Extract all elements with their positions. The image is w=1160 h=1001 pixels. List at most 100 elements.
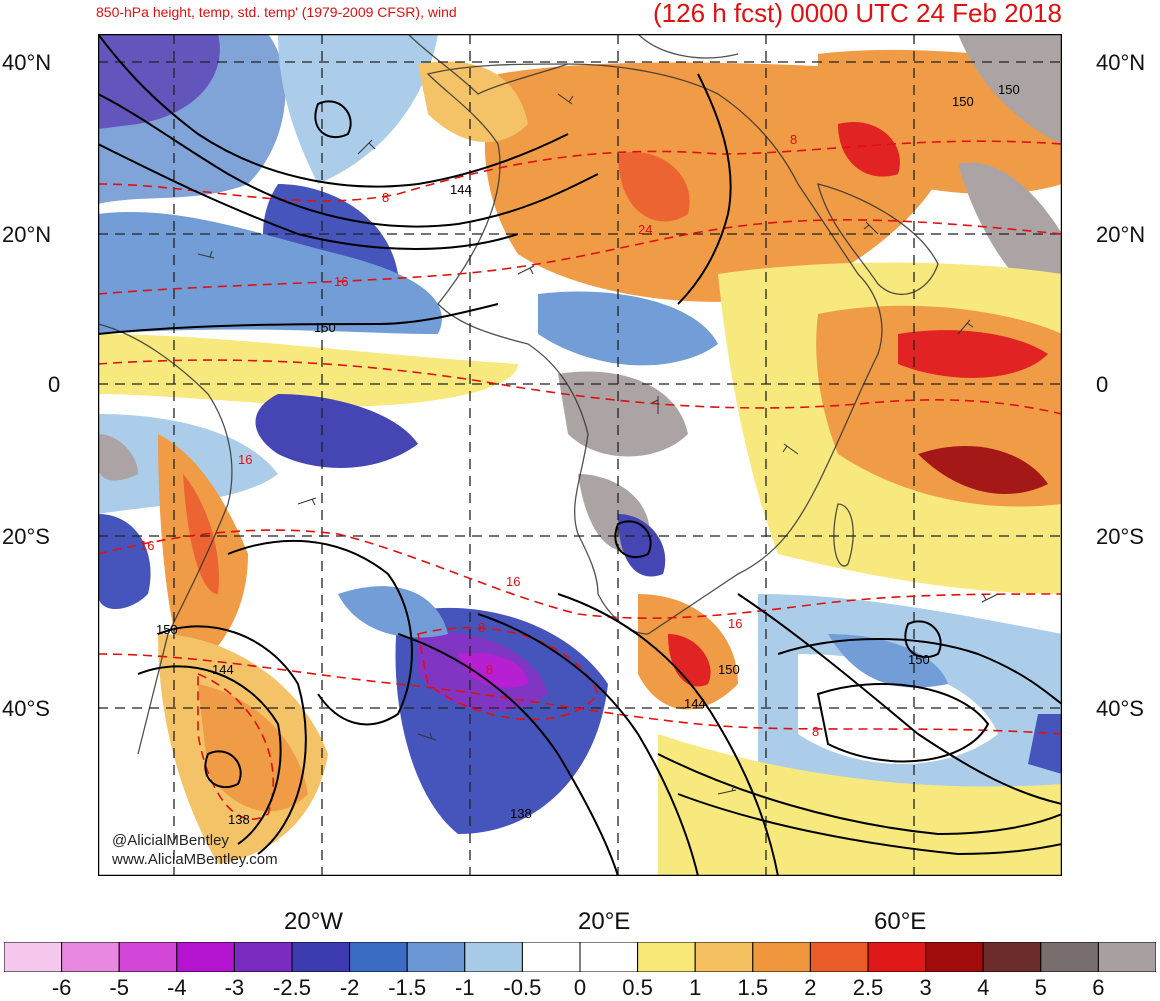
wind-barb — [357, 139, 376, 155]
anomaly-gray-centralafrica — [558, 371, 688, 457]
lat-label-right-0: 0 — [1096, 372, 1109, 397]
colorbar-swatch — [982, 942, 1042, 972]
height-contour-sio-2 — [777, 638, 1062, 705]
colorbar-tick-label: 4 — [977, 975, 990, 1000]
anomaly-red-mideast — [838, 122, 900, 177]
colorbar-tick-label: -2.5 — [273, 975, 311, 1000]
height-contour-sio-1 — [737, 593, 1062, 805]
anomaly-purple-nw — [98, 34, 220, 129]
temp-label-24-sahara: 24 — [638, 222, 652, 237]
lat-label-left-40s: 40°S — [2, 696, 50, 721]
height-contour-northeast — [677, 73, 732, 305]
colorbar-tick-label: -5 — [109, 975, 129, 1000]
height-contour-sa-2 — [157, 625, 307, 855]
arabian-peninsula — [817, 183, 939, 295]
height-label-150-trop: 150 — [314, 320, 336, 335]
temp-contour-southcenter-loop — [417, 626, 599, 721]
credit-twitter: @AlicialMBentley — [112, 832, 229, 849]
lat-label-right-40s: 40°S — [1096, 696, 1144, 721]
temp-contour-16-south — [98, 529, 1062, 619]
height-contour-nw-2 — [98, 143, 519, 250]
temp-label-8-southcenter: 8 — [478, 620, 485, 635]
weather-map: 144 150 150 144 138 150 144 150 138 150 … — [98, 34, 1062, 876]
height-contour-madagascar-loop — [904, 620, 942, 659]
wind-barb — [717, 784, 737, 795]
temp-label-16-nw: 16 — [334, 274, 348, 289]
height-contour-nw-3 — [98, 34, 569, 188]
anomaly-blue-south-ext — [338, 586, 448, 638]
height-contour-africa — [614, 520, 652, 559]
height-labels: 144 150 150 144 138 150 144 150 138 150 … — [156, 82, 1020, 827]
height-contour-sa-3 — [137, 665, 282, 845]
temp-contour-8-north — [98, 140, 1062, 202]
height-label-150-sw: 150 — [156, 622, 178, 637]
height-label-150-sio: 150 — [908, 652, 930, 667]
wind-barb — [863, 221, 879, 235]
colorbar-tick-label: -1.5 — [388, 975, 427, 1000]
temp-label-8-southcenter-2: 8 — [486, 662, 493, 677]
anomaly-blue-tropatl — [98, 212, 442, 334]
lon-label-20w: 20°W — [284, 908, 343, 935]
wind-barb — [557, 93, 574, 105]
anomaly-red-sahara — [618, 152, 690, 222]
lat-label-left-0: 0 — [48, 372, 61, 397]
title-left: 850-hPa height, temp, std. temp' (1979-2… — [96, 4, 457, 20]
wind-barb — [197, 250, 215, 259]
colorbar-swatch — [579, 942, 639, 972]
temp-contour-8-south — [98, 653, 1062, 735]
temp-label-8-north: 8 — [382, 190, 389, 205]
colorbar-swatch — [925, 942, 984, 972]
height-label-144-north: 144 — [450, 182, 472, 197]
coastlines — [98, 34, 939, 755]
height-contour-south-2 — [477, 613, 699, 876]
lon-label-20e: 20°E — [578, 908, 631, 935]
anomaly-orange-sw — [198, 684, 308, 812]
colorbar-swatch — [694, 942, 754, 972]
colorbar-swatch — [867, 942, 927, 972]
anomaly-magenta-south — [458, 653, 528, 688]
height-label-150-ne-2: 150 — [998, 82, 1020, 97]
colorbar-tick-label: 5 — [1034, 975, 1047, 1000]
colorbar-swatch — [406, 942, 466, 972]
wind-barbs — [197, 93, 999, 795]
colorbar-swatch — [118, 942, 178, 972]
title-right: (126 h fcst) 0000 UTC 24 Feb 2018 — [652, 0, 1062, 28]
colorbar-tick-label: -4 — [167, 975, 187, 1000]
anomaly-red-io — [898, 330, 1048, 378]
colorbar-swatch — [1040, 942, 1099, 972]
colorbar-tick-label: 1 — [689, 975, 702, 1000]
anomaly-blue-southafrica — [618, 514, 666, 577]
wind-barb — [651, 396, 659, 414]
anomaly-lightblue-n — [278, 34, 438, 184]
colorbar-tick-label: 0 — [573, 975, 587, 1000]
anomaly-blue-sio — [828, 634, 948, 688]
wind-barb — [981, 593, 999, 603]
colorbar-swatch — [349, 942, 408, 972]
wind-barb — [957, 319, 974, 335]
colorbar-swatch — [752, 942, 811, 972]
temp-label-8-ne: 8 — [790, 132, 797, 147]
anomaly-gray-sw — [98, 434, 138, 481]
colorbar-tick-label: 2 — [804, 975, 817, 1000]
height-contour-sio-3 — [657, 753, 1062, 836]
map-frame — [98, 34, 1062, 876]
height-label-144-sw: 144 — [212, 662, 234, 677]
colorbar-tick-label: -3 — [224, 975, 245, 1000]
colorbar-tick-label: -2 — [339, 975, 360, 1000]
colorbar-swatch — [464, 942, 523, 972]
credit-website: www.AliciaMBentley.com — [112, 851, 278, 868]
wind-barb — [297, 497, 317, 506]
anomaly-blue-centralafrica — [538, 291, 718, 366]
height-label-138-south: 138 — [510, 806, 532, 821]
temp-label-16-sa: 16 — [238, 452, 252, 467]
lat-label-right-20s: 20°S — [1096, 524, 1144, 549]
temp-label-16-sw: 16 — [140, 538, 154, 553]
colorbar-swatch — [176, 942, 235, 972]
colorbar-swatch — [4, 942, 63, 972]
anomaly-blue-south-atl — [255, 394, 418, 468]
temp-contour-16-trop — [98, 359, 1062, 415]
temp-contour-16-mid — [98, 219, 1062, 295]
height-contour-150-trop — [98, 303, 499, 335]
temp-contour-sw-loop — [197, 672, 274, 820]
colorbar-tick-label: -1 — [455, 975, 475, 1000]
